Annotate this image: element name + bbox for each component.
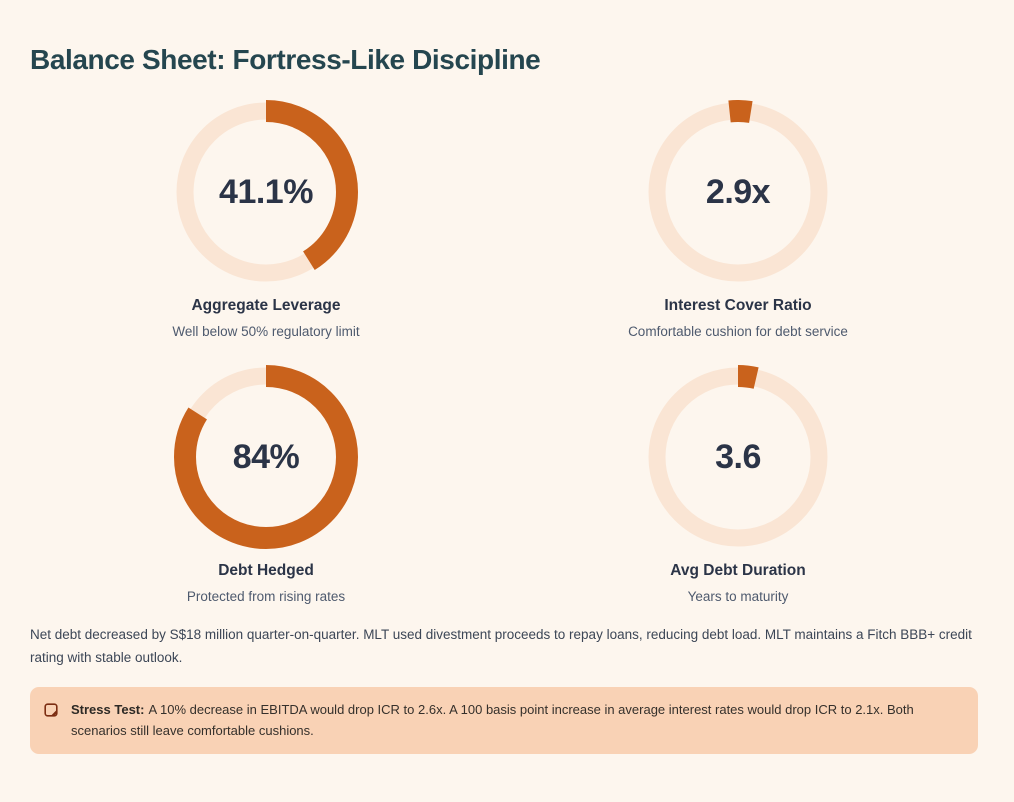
metric-avg-debt-duration: 3.6 Avg Debt Duration Years to maturity <box>502 365 974 604</box>
metric-aggregate-leverage: 41.1% Aggregate Leverage Well below 50% … <box>30 100 502 339</box>
metric-value: 2.9x <box>705 172 771 211</box>
metric-sublabel: Well below 50% regulatory limit <box>172 324 360 339</box>
donut-gauge: 2.9x <box>646 100 830 284</box>
donut-arc <box>646 365 830 549</box>
metric-value: 84% <box>232 437 300 476</box>
donut-gauge: 84% <box>174 365 358 549</box>
stress-test-text: Stress Test: A 10% decrease in EBITDA wou… <box>71 700 960 742</box>
metric-sublabel: Comfortable cushion for debt service <box>628 324 848 339</box>
metrics-grid: 41.1% Aggregate Leverage Well below 50% … <box>30 100 974 604</box>
balance-sheet-slide: Balance Sheet: Fortress-Like Discipline … <box>0 44 1014 802</box>
donut-arc <box>174 100 358 284</box>
metric-label: Debt Hedged <box>218 562 314 579</box>
stress-test-label: Stress Test: <box>71 701 145 717</box>
metric-label: Interest Cover Ratio <box>664 297 812 314</box>
stress-test-callout: Stress Test: A 10% decrease in EBITDA wou… <box>30 686 978 755</box>
donut-gauge: 3.6 <box>646 365 830 549</box>
metric-value: 3.6 <box>715 437 761 476</box>
donut-chart <box>174 365 358 549</box>
metric-label: Aggregate Leverage <box>191 297 341 314</box>
donut-gauge: 41.1% <box>174 100 358 284</box>
page-title: Balance Sheet: Fortress-Like Discipline <box>30 44 541 75</box>
donut-chart <box>646 365 830 549</box>
metric-sublabel: Years to maturity <box>687 589 789 604</box>
metric-value: 41.1% <box>219 172 313 211</box>
summary-paragraph: Net debt decreased by S$18 million quart… <box>30 627 972 665</box>
metric-interest-cover-ratio: 2.9x Interest Cover Ratio Comfortable cu… <box>502 100 974 339</box>
metric-debt-hedged: 84% Debt Hedged Protected from rising ra… <box>30 365 502 604</box>
metric-label: Avg Debt Duration <box>670 562 806 579</box>
stress-test-body: A 10% decrease in EBITDA would drop ICR … <box>71 701 914 738</box>
metric-sublabel: Protected from rising rates <box>186 589 346 604</box>
donut-chart <box>646 100 830 284</box>
donut-chart <box>174 100 358 284</box>
donut-arc <box>646 100 830 284</box>
donut-arc <box>174 365 358 549</box>
note-icon <box>44 703 58 722</box>
